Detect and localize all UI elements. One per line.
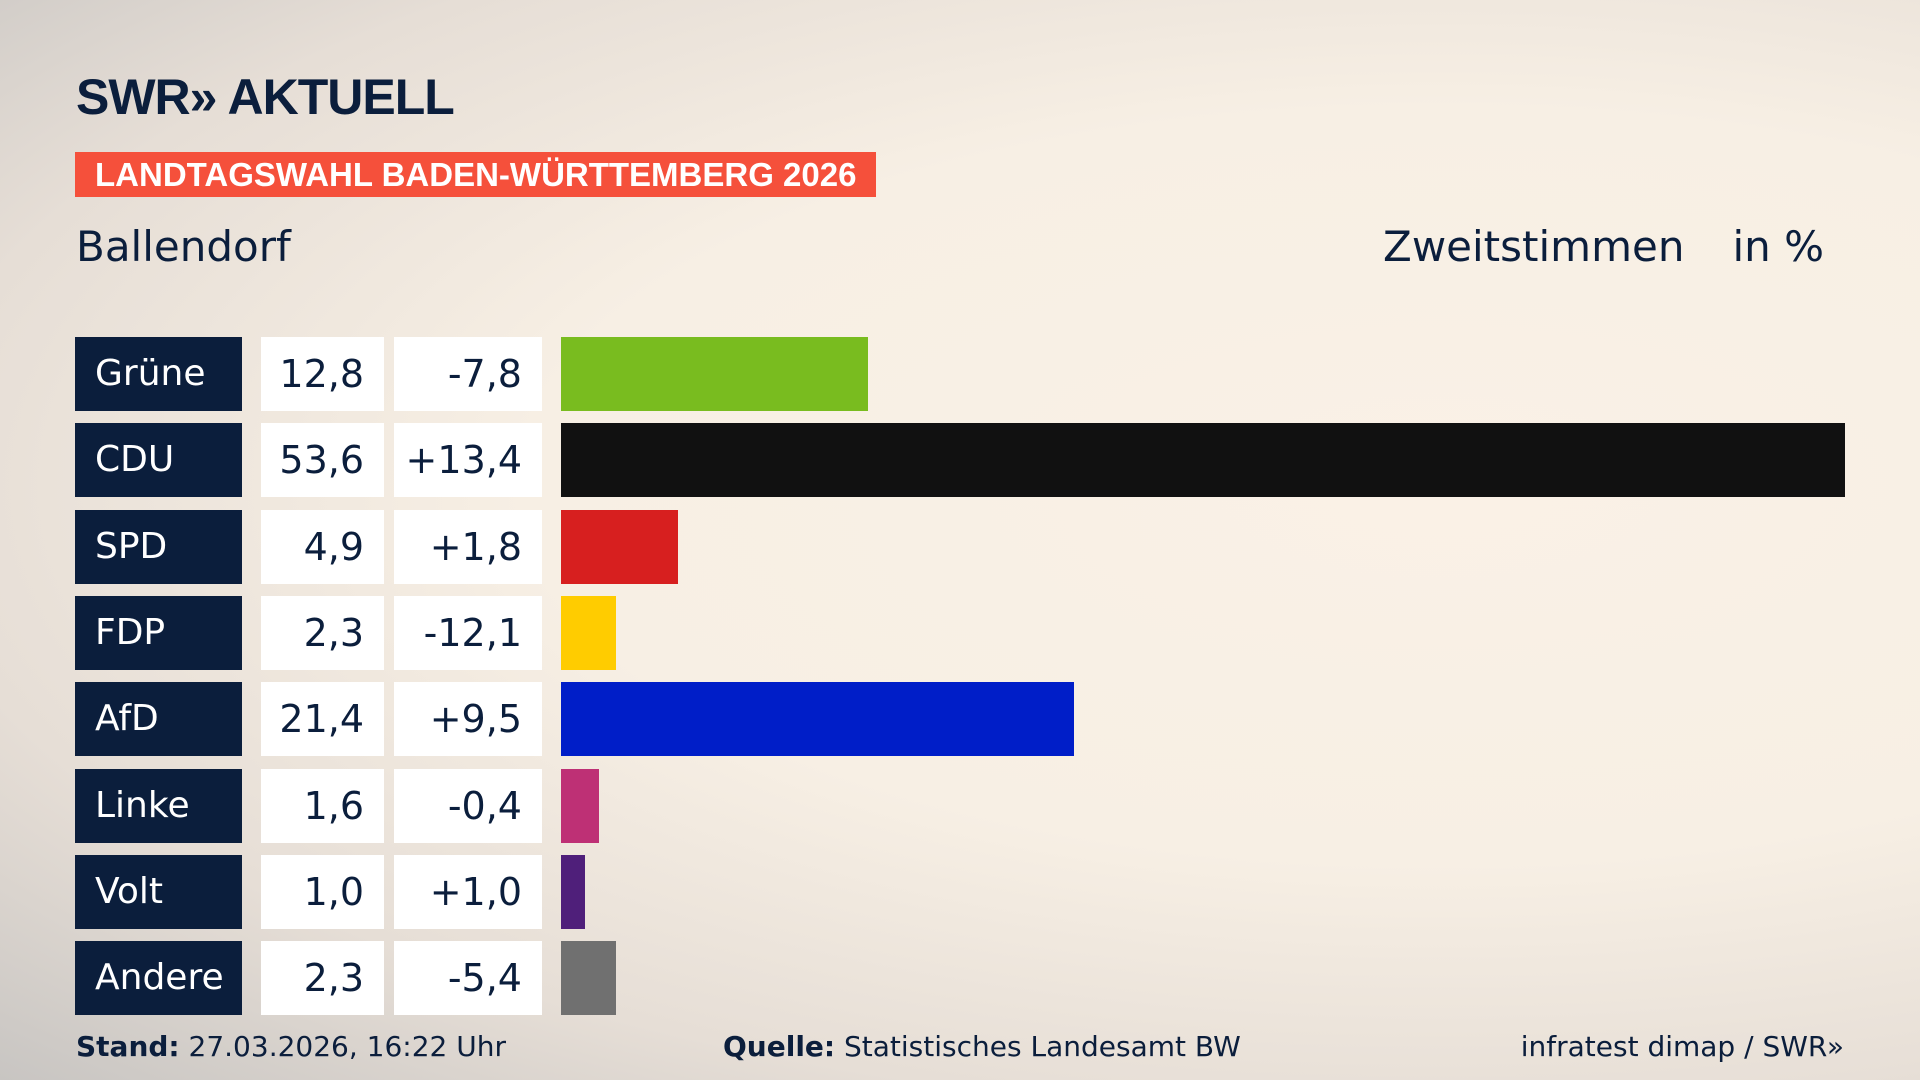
unit-label: in % (1732, 222, 1824, 271)
diff-label: -7,8 (394, 337, 542, 411)
value-label: 53,6 (261, 423, 384, 498)
diff-label: +13,4 (394, 423, 542, 498)
bar-cdu (561, 423, 1845, 498)
result-row: Linke 1,6 -0,4 (75, 768, 600, 843)
value-label: 1,0 (261, 854, 384, 929)
place-title: Ballendorf (76, 222, 291, 271)
party-label: Volt (75, 854, 242, 929)
bar-grüne (561, 337, 868, 411)
result-row: FDP 2,3 -12,1 (75, 595, 617, 670)
timestamp: Stand: 27.03.2026, 16:22 Uhr (76, 1030, 506, 1063)
election-banner: LANDTAGSWAHL BADEN-WÜRTTEMBERG 2026 (75, 152, 877, 197)
result-row: Andere 2,3 -5,4 (75, 941, 617, 1016)
diff-label: -12,1 (394, 595, 542, 670)
value-label: 2,3 (261, 595, 384, 670)
result-row: SPD 4,9 +1,8 (75, 509, 679, 584)
credit: infratest dimap / SWR» (1520, 1030, 1844, 1063)
party-label: SPD (75, 509, 242, 584)
stand-value: 27.03.2026, 16:22 Uhr (188, 1030, 506, 1063)
result-row: Volt 1,0 +1,0 (75, 854, 585, 929)
metric-label: Zweitstimmen (1383, 222, 1685, 271)
bar-afd (561, 682, 1074, 757)
result-row: CDU 53,6 +13,4 (75, 423, 1845, 498)
party-label: Linke (75, 768, 242, 843)
swr-aktuell-logo: SWR» AKTUELL (76, 69, 455, 125)
bar-fdp (561, 595, 617, 670)
value-label: 1,6 (261, 768, 384, 843)
party-label: FDP (75, 595, 242, 670)
party-label: Andere (75, 941, 242, 1016)
diff-label: -0,4 (394, 768, 542, 843)
source-label: Quelle: (723, 1030, 836, 1063)
bar-andere (561, 941, 617, 1016)
bar-linke (561, 768, 600, 843)
value-label: 12,8 (261, 337, 384, 411)
metric-header: Zweitstimmen in % (1383, 222, 1824, 271)
party-label: Grüne (75, 337, 242, 411)
result-row: Grüne 12,8 -7,8 (75, 337, 868, 411)
source-value: Statistisches Landesamt BW (844, 1030, 1241, 1063)
value-label: 4,9 (261, 509, 384, 584)
diff-label: +1,0 (394, 854, 542, 929)
diff-label: +9,5 (394, 682, 542, 757)
party-label: CDU (75, 423, 242, 498)
value-label: 2,3 (261, 941, 384, 1016)
value-label: 21,4 (261, 682, 384, 757)
result-row: AfD 21,4 +9,5 (75, 682, 1074, 757)
diff-label: -5,4 (394, 941, 542, 1016)
bar-spd (561, 509, 679, 584)
diff-label: +1,8 (394, 509, 542, 584)
bar-volt (561, 854, 585, 929)
party-label: AfD (75, 682, 242, 757)
source: Quelle: Statistisches Landesamt BW (723, 1030, 1241, 1063)
stand-label: Stand: (76, 1030, 180, 1063)
